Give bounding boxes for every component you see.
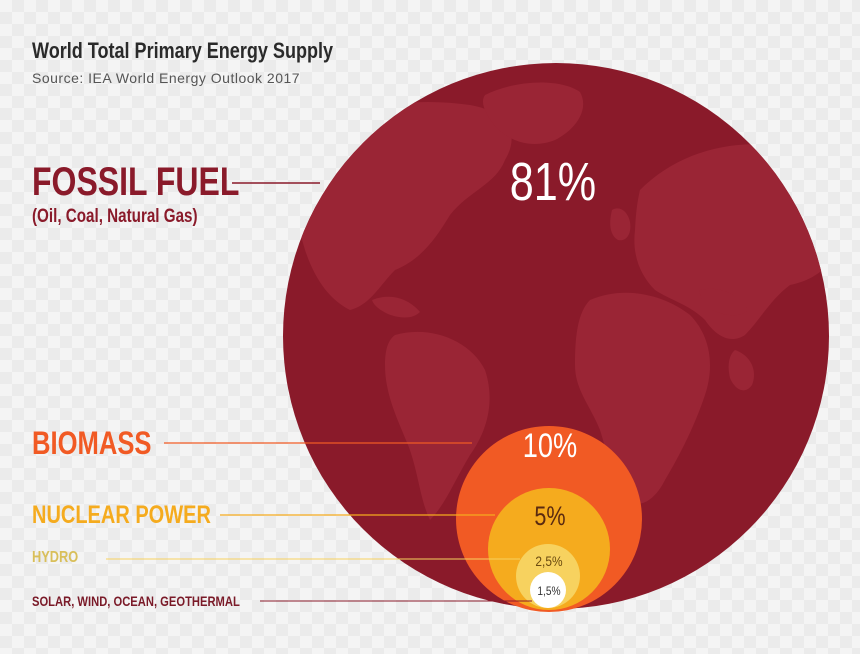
- biomass-value-label: 10%: [523, 426, 577, 465]
- renewables-value-label: 1,5%: [537, 585, 560, 598]
- renewables-label: SOLAR, WIND, OCEAN, GEOTHERMAL: [32, 593, 240, 609]
- hydro-value-label: 2,5%: [535, 553, 563, 569]
- fossil-fuel-value-label: 81%: [510, 153, 596, 213]
- nuclear-power-value-label: 5%: [534, 502, 565, 532]
- fossil-fuel-detail-label: (Oil, Coal, Natural Gas): [32, 206, 198, 227]
- chart-source: Source: IEA World Energy Outlook 2017: [32, 70, 301, 86]
- biomass-label: BIOMASS: [32, 425, 152, 461]
- chart-title: World Total Primary Energy Supply: [32, 38, 334, 63]
- hydro-label: HYDRO: [32, 549, 79, 566]
- nuclear-power-label: NUCLEAR POWER: [32, 501, 211, 529]
- fossil-fuel-label: FOSSIL FUEL: [32, 160, 240, 204]
- renewables-circle: [530, 572, 566, 608]
